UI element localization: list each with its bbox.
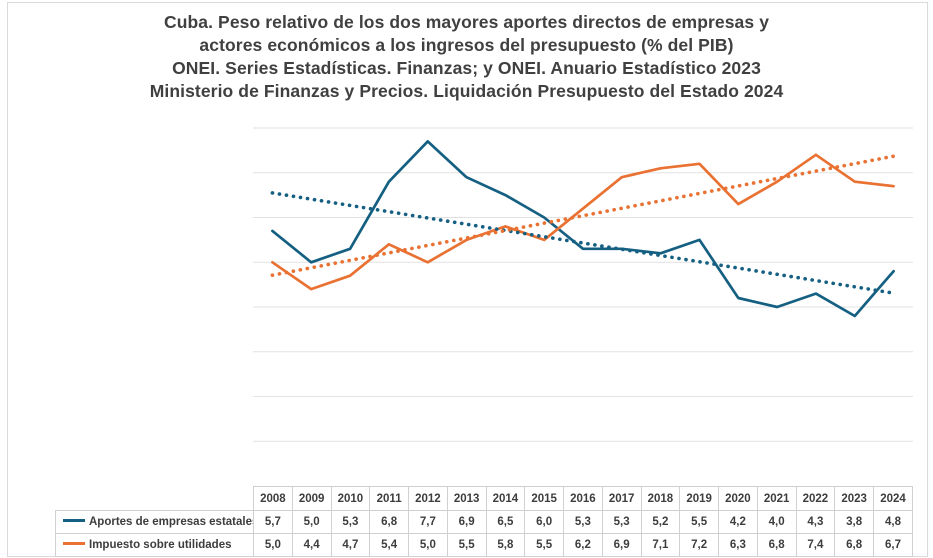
value-cell: 5,7 (253, 510, 293, 534)
value-cell: 5,0 (291, 510, 332, 534)
title-line-3: ONEI. Series Estadísticas. Finanzas; y O… (172, 58, 761, 78)
value-cell: 5,3 (601, 510, 642, 534)
value-cell: 7,2 (679, 533, 719, 557)
year-header-cell: 2015 (524, 486, 564, 511)
year-header-cell: 2014 (485, 486, 526, 511)
value-cell: 5,4 (369, 533, 409, 557)
value-cell: 7,7 (408, 510, 448, 534)
value-cell: 4,7 (330, 533, 371, 557)
value-cell: 5,3 (563, 510, 603, 534)
title-line-2: actores económicos a los ingresos del pr… (199, 35, 734, 55)
chart-title: Cuba. Peso relativo de los dos mayores a… (0, 11, 933, 103)
value-cell: 6,8 (834, 533, 874, 557)
value-cell: 6,3 (718, 533, 758, 557)
trendline-0 (270, 191, 896, 295)
value-cell: 4,0 (756, 510, 797, 534)
value-cell: 7,4 (795, 533, 836, 557)
value-cell: 5,8 (485, 533, 526, 557)
year-header-cell: 2009 (291, 486, 332, 511)
year-header-cell: 2024 (873, 486, 913, 511)
year-header-cell: 2008 (253, 486, 293, 511)
value-cell: 5,5 (524, 533, 564, 557)
value-cell: 4,2 (718, 510, 758, 534)
year-header-cell: 2023 (834, 486, 874, 511)
value-cell: 4,4 (291, 533, 332, 557)
value-cell: 5,2 (640, 510, 681, 534)
value-cell: 5,3 (330, 510, 371, 534)
series-line-1 (271, 153, 895, 291)
value-cell: 4,3 (795, 510, 836, 534)
value-cell: 5,0 (253, 533, 293, 557)
title-line-1: Cuba. Peso relativo de los dos mayores a… (163, 12, 770, 32)
value-cell: 6,7 (873, 533, 913, 557)
value-cell: 6,9 (446, 510, 487, 534)
value-cell: 7,1 (640, 533, 681, 557)
chart-data-table: 2008 2009 2010 2011 2012 2013 2014 2015 2016 2017… (55, 486, 913, 557)
year-header-cell: 2017 (601, 486, 642, 511)
year-header-cell: 2022 (795, 486, 836, 511)
year-header-cell: 2012 (408, 486, 448, 511)
value-cell: 5,5 (446, 533, 487, 557)
title-line-4: Ministerio de Finanzas y Precios. Liquid… (149, 81, 784, 101)
year-header-cell: 2021 (756, 486, 797, 511)
value-cell: 4,8 (873, 510, 913, 534)
year-header-cell: 2020 (718, 486, 758, 511)
table-row: Aportes de empresas estatales 5,7 5,0 5,3 6,… (55, 510, 913, 534)
value-cell: 5,5 (679, 510, 719, 534)
year-header-cell: 2019 (679, 486, 719, 511)
series-line-swatch-icon (63, 542, 85, 546)
table-row: Impuesto sobre utilidades 5,0 4,4 4,7 5,4 5,0… (55, 533, 913, 557)
legend-header-spacer (56, 487, 254, 511)
legend-cell: Impuesto sobre utilidades (55, 533, 254, 557)
year-header-cell: 2010 (330, 486, 371, 511)
trendline-1 (270, 154, 896, 278)
value-cell: 3,8 (834, 510, 874, 534)
value-cell: 6,2 (563, 533, 603, 557)
year-header-cell: 2018 (640, 486, 681, 511)
series-line-0 (271, 140, 895, 318)
legend-cell: Aportes de empresas estatales (55, 510, 254, 534)
value-cell: 6,8 (369, 510, 409, 534)
series-name-label: Impuesto sobre utilidades (89, 539, 232, 551)
table-header-row: 2008 2009 2010 2011 2012 2013 2014 2015 2016 2017… (56, 486, 913, 511)
year-header-cell: 2016 (563, 486, 603, 511)
value-cell: 6,0 (524, 510, 564, 534)
value-cell: 6,8 (756, 533, 797, 557)
value-cell: 5,0 (408, 533, 448, 557)
series-name-label: Aportes de empresas estatales (89, 516, 254, 528)
value-cell: 6,9 (601, 533, 642, 557)
series-line-swatch-icon (63, 519, 85, 523)
year-header-cell: 2013 (446, 486, 487, 511)
value-cell: 6,5 (485, 510, 526, 534)
year-header-cell: 2011 (369, 486, 409, 511)
